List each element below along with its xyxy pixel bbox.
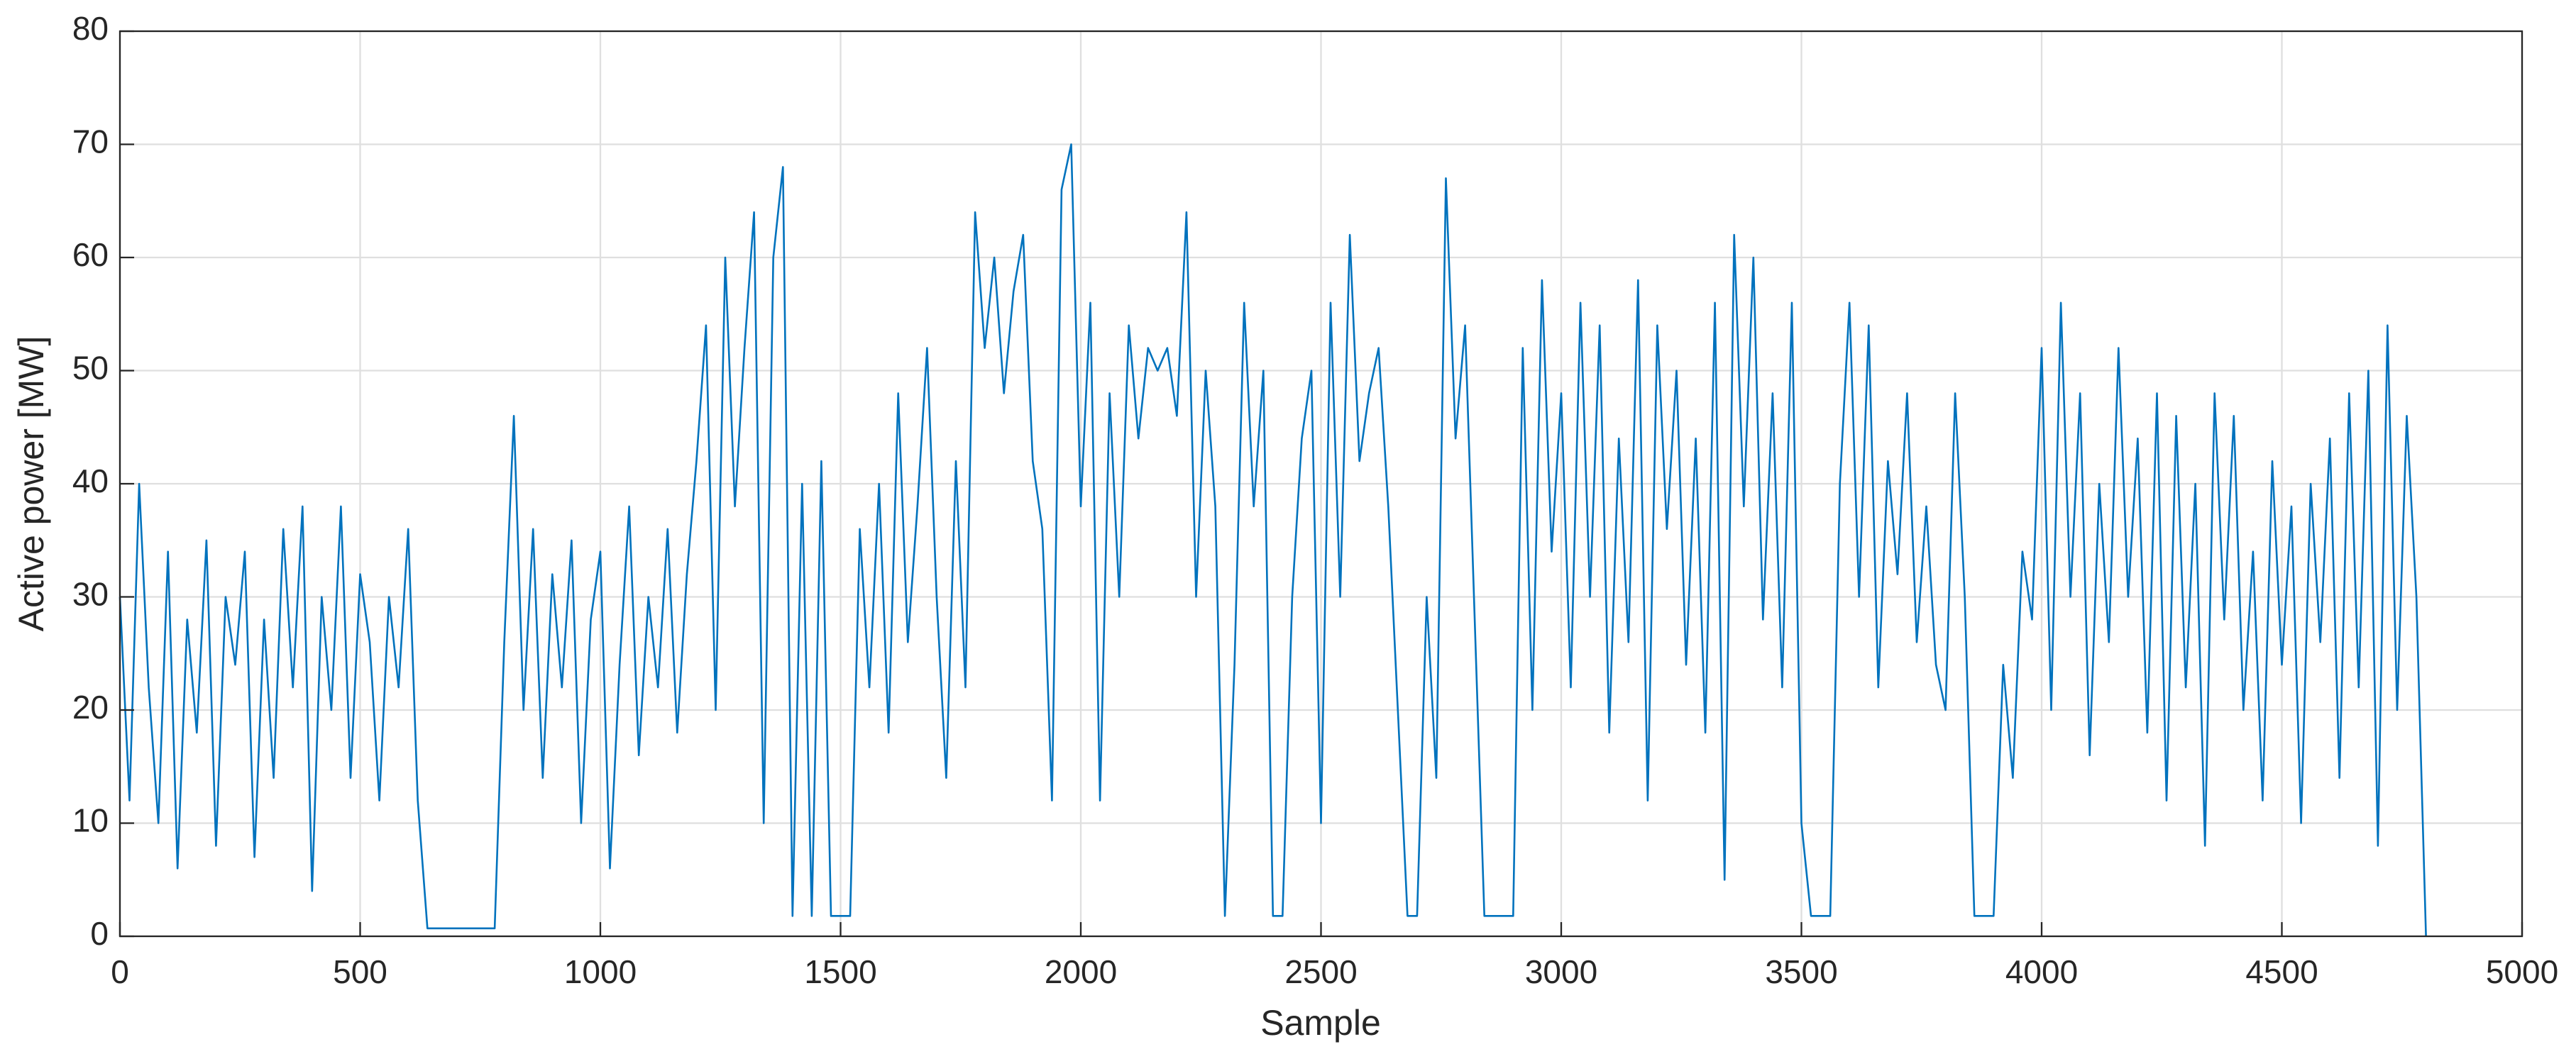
x-tick-label: 2000 bbox=[1045, 953, 1117, 990]
x-tick-label: 5000 bbox=[2486, 953, 2558, 990]
plot-area bbox=[119, 143, 2427, 937]
y-tick-label: 30 bbox=[72, 576, 109, 613]
y-tick-label: 60 bbox=[72, 236, 109, 273]
y-tick-label: 20 bbox=[72, 689, 109, 726]
y-tick-label: 70 bbox=[72, 123, 109, 160]
y-tick-label: 10 bbox=[72, 802, 109, 839]
y-tick-label: 50 bbox=[72, 350, 109, 387]
x-tick-label: 500 bbox=[333, 953, 387, 990]
x-axis-label: Sample bbox=[1260, 1003, 1381, 1043]
y-tick-label: 80 bbox=[72, 10, 109, 47]
x-tick-label: 1500 bbox=[804, 953, 876, 990]
data-line bbox=[119, 143, 2427, 937]
x-tick-label: 3000 bbox=[1525, 953, 1597, 990]
y-tick-label: 0 bbox=[90, 915, 109, 952]
y-tick-label: 40 bbox=[72, 462, 109, 499]
y-axis-label: Active power [MW] bbox=[11, 336, 51, 632]
axes-box bbox=[119, 30, 2523, 938]
x-tick-label: 0 bbox=[111, 953, 129, 990]
x-tick-label: 2500 bbox=[1284, 953, 1357, 990]
x-tick-label: 1000 bbox=[564, 953, 637, 990]
x-tick-label: 3500 bbox=[1765, 953, 1837, 990]
x-tick-label: 4500 bbox=[2245, 953, 2318, 990]
x-tick-label: 4000 bbox=[2005, 953, 2078, 990]
axes: 0 500 1000 1500 2000 2500 3000 3500 4000 4500 5000… bbox=[72, 10, 2558, 990]
